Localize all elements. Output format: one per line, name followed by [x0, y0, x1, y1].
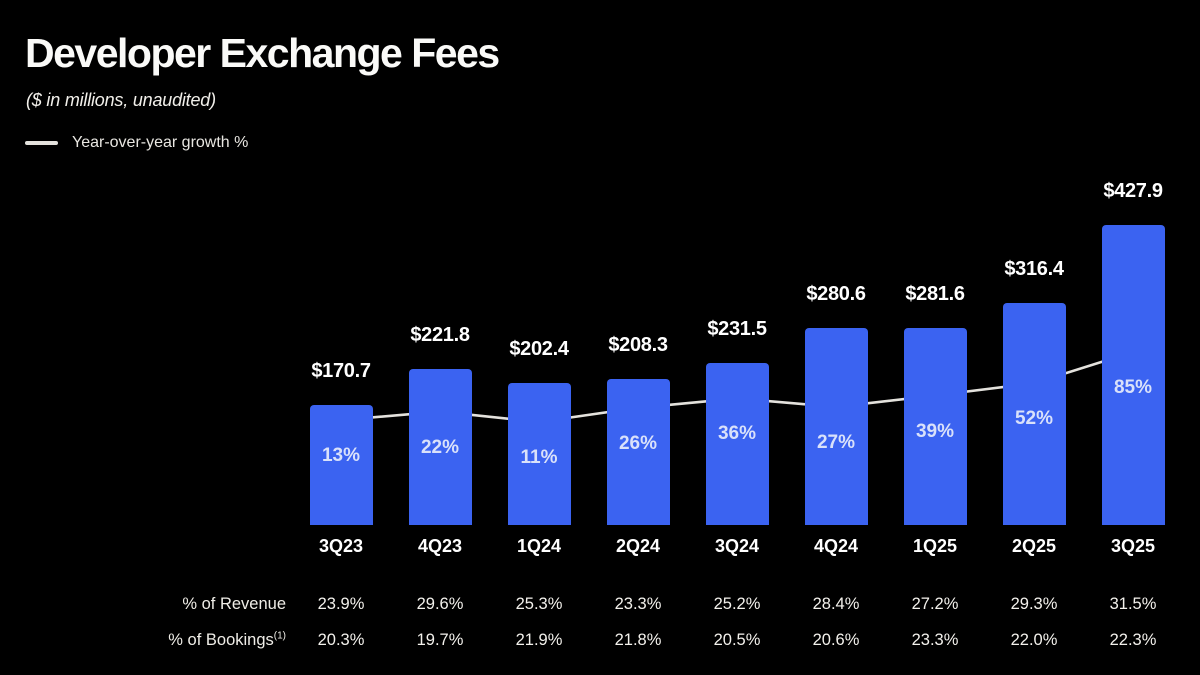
table-cell-2Q25-row2: 22.0% [1010, 631, 1058, 649]
table-cell-3Q24-row1: 25.2% [713, 595, 761, 613]
bar-value-label-3Q25: $427.9 [1103, 180, 1163, 202]
table-cell-3Q23-row1: 23.9% [317, 595, 365, 613]
bar-2Q24 [606, 378, 670, 525]
table-row-label-revenue: % of Revenue [182, 595, 286, 613]
bar-value-label-4Q23: $221.8 [410, 324, 470, 347]
table-cell-4Q23-row2: 19.7% [416, 631, 464, 649]
bar-4Q24 [804, 328, 868, 525]
bar-4Q23 [408, 369, 472, 525]
x-axis-label-2Q24: 2Q24 [615, 536, 661, 556]
growth-value-label-3Q23: 13% [321, 445, 361, 467]
table-cell-1Q25-row1: 27.2% [911, 595, 959, 613]
bar-1Q25 [903, 327, 967, 525]
yoy-growth-line-swatch-icon [25, 141, 58, 145]
x-axis-label-4Q24: 4Q24 [813, 536, 859, 556]
bar-value-label-4Q24: $280.6 [806, 283, 866, 306]
bar-3Q24 [705, 362, 769, 525]
growth-value-label-4Q23: 22% [420, 436, 460, 458]
bar-3Q23 [309, 405, 373, 525]
table-row-label-bookings: % of Bookings(1) [168, 630, 286, 649]
table-cell-3Q23-row2: 20.3% [317, 631, 365, 649]
footnote-marker: (1) [273, 630, 286, 642]
legend: Year-over-year growth % [25, 133, 248, 153]
x-axis-label-2Q25: 2Q25 [1011, 536, 1057, 556]
bar-1Q24 [507, 383, 571, 525]
table-cell-3Q25-row2: 22.3% [1109, 631, 1157, 649]
page-title: Developer Exchange Fees [25, 30, 500, 76]
growth-value-label-1Q25: 39% [915, 420, 955, 442]
legend-label: Year-over-year growth % [72, 134, 249, 151]
bar-value-label-1Q24: $202.4 [509, 338, 569, 361]
growth-value-label-1Q24: 11% [520, 447, 558, 468]
bar-value-label-2Q25: $316.4 [1004, 258, 1064, 281]
table-cell-2Q24-row2: 21.8% [614, 631, 662, 649]
table-cell-3Q24-row2: 20.5% [713, 631, 761, 649]
table-cell-1Q24-row2: 21.9% [515, 631, 563, 649]
bar-value-label-3Q23: $170.7 [311, 360, 371, 383]
bar-value-label-3Q24: $231.5 [707, 317, 767, 340]
x-axis-label-1Q25: 1Q25 [912, 536, 958, 556]
table-cell-1Q24-row1: 25.3% [515, 595, 563, 613]
growth-value-label-2Q24: 26% [618, 432, 658, 454]
bar-2Q25 [1002, 303, 1066, 525]
bar-value-label-2Q24: $208.3 [608, 333, 668, 356]
growth-value-label-3Q25: 85% [1113, 376, 1153, 398]
x-axis-label-1Q24: 1Q24 [516, 536, 562, 556]
bar-value-label-1Q25: $281.6 [905, 282, 965, 305]
table-cell-3Q25-row1: 31.5% [1109, 595, 1157, 613]
x-axis-label-4Q23: 4Q23 [417, 536, 463, 556]
growth-value-label-3Q24: 36% [717, 423, 757, 445]
x-axis-label-3Q23: 3Q23 [318, 536, 364, 556]
x-axis-label-3Q25: 3Q25 [1110, 536, 1156, 556]
bar-3Q25 [1101, 225, 1165, 525]
page-subtitle: ($ in millions, unaudited) [26, 90, 216, 110]
table-cell-1Q25-row2: 23.3% [911, 631, 959, 649]
growth-value-label-4Q24: 27% [816, 431, 856, 453]
table-cell-2Q25-row1: 29.3% [1010, 595, 1058, 613]
table-cell-4Q24-row2: 20.6% [812, 631, 860, 649]
table-cell-4Q23-row1: 29.6% [416, 595, 464, 613]
table-cell-2Q24-row1: 23.3% [614, 595, 662, 613]
x-axis-label-3Q24: 3Q24 [714, 536, 760, 556]
growth-value-label-2Q25: 52% [1014, 408, 1054, 430]
table-cell-4Q24-row1: 28.4% [812, 595, 860, 613]
